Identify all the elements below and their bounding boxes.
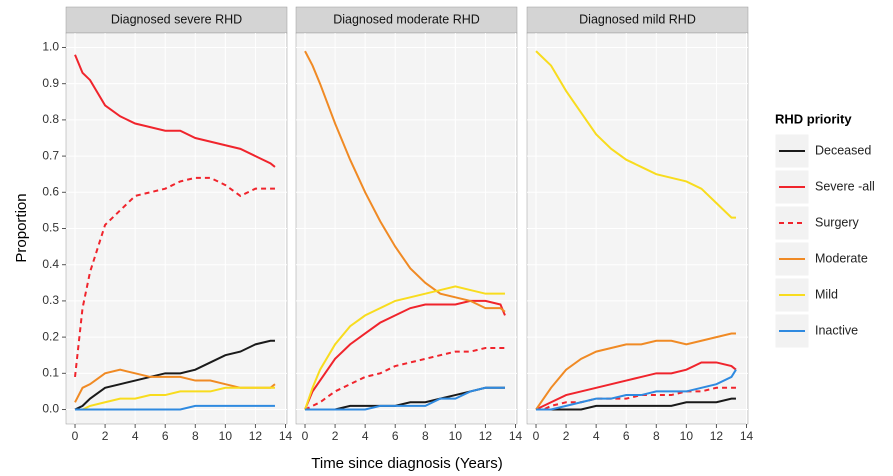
- x-tick-label: 4: [132, 429, 139, 443]
- strip: [65, 6, 288, 34]
- x-tick-label: 0: [302, 429, 309, 443]
- x-tick-label: 14: [740, 429, 754, 443]
- series-line: [74, 339, 275, 411]
- y-tick-label: 0.8: [42, 112, 59, 126]
- x-tick-label: 0: [533, 429, 540, 443]
- series-line: [535, 361, 737, 411]
- x-tick-label: 4: [362, 429, 369, 443]
- strip: [526, 6, 749, 34]
- series-line: [535, 332, 736, 411]
- legend-label: Deceased: [815, 143, 871, 157]
- legend-label: Surgery: [815, 215, 860, 229]
- x-tick-label: 8: [653, 429, 660, 443]
- x-axis-title: Time since diagnosis (Years): [311, 455, 502, 472]
- legend-label: Moderate: [815, 251, 868, 265]
- x-tick-label: 14: [509, 429, 523, 443]
- legend-label: Mild: [815, 287, 838, 301]
- x-tick-label: 6: [162, 429, 169, 443]
- x-tick-label: 2: [563, 429, 570, 443]
- x-tick-label: 6: [623, 429, 630, 443]
- x-tick-label: 10: [680, 429, 694, 443]
- series-line: [305, 386, 505, 411]
- y-tick-label: 0.6: [42, 184, 59, 198]
- x-tick-label: 12: [710, 429, 724, 443]
- legend-label: Severe -all: [815, 179, 875, 193]
- y-tick-label: 0.0: [42, 402, 59, 416]
- x-tick-label: 4: [593, 429, 600, 443]
- series-line: [304, 50, 506, 313]
- x-tick-label: 10: [219, 429, 233, 443]
- series-line: [75, 386, 275, 411]
- x-tick-label: 12: [479, 429, 493, 443]
- strip: [295, 6, 518, 34]
- x-tick-label: 14: [279, 429, 293, 443]
- x-tick-label: 8: [192, 429, 199, 443]
- y-tick-label: 0.4: [42, 257, 59, 271]
- y-tick-label: 0.1: [42, 365, 59, 379]
- series-line: [304, 299, 506, 410]
- series-line: [304, 285, 505, 410]
- series-line: [75, 404, 275, 411]
- y-tick-label: 0.7: [42, 148, 59, 162]
- legend-title: RHD priority: [775, 111, 852, 126]
- x-tick-label: 2: [102, 429, 109, 443]
- legend-label: Inactive: [815, 323, 858, 337]
- x-tick-label: 10: [449, 429, 463, 443]
- x-tick-label: 2: [332, 429, 339, 443]
- series-line: [535, 50, 736, 219]
- y-axis-title: Proportion: [13, 193, 30, 262]
- y-tick-label: 0.9: [42, 76, 59, 90]
- x-tick-label: 12: [249, 429, 263, 443]
- panel-title: Diagnosed mild RHD: [579, 12, 696, 26]
- series-line: [74, 176, 275, 378]
- series-line: [304, 346, 505, 411]
- x-tick-label: 6: [392, 429, 399, 443]
- x-tick-label: 0: [72, 429, 79, 443]
- series-line: [536, 369, 737, 411]
- y-tick-label: 0.3: [42, 293, 59, 307]
- panel-title: Diagnosed severe RHD: [111, 12, 242, 26]
- series-line: [74, 54, 276, 168]
- y-tick-label: 0.2: [42, 329, 59, 343]
- series-line: [536, 397, 736, 411]
- series-line: [536, 386, 736, 411]
- y-tick-label: 0.5: [42, 221, 59, 235]
- x-tick-label: 8: [422, 429, 429, 443]
- y-tick-label: 1.0: [42, 40, 59, 54]
- panel-title: Diagnosed moderate RHD: [333, 12, 480, 26]
